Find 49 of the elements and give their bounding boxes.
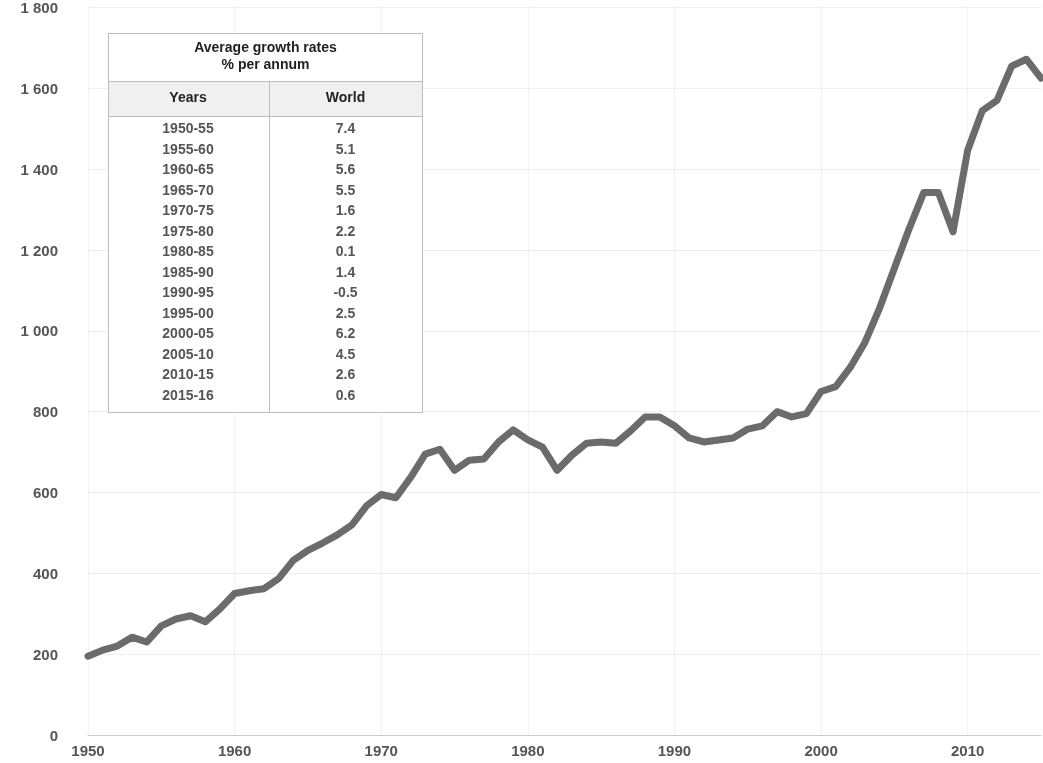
y-tick-label: 400: [32, 564, 58, 582]
annotation: 1985-90: [162, 263, 214, 280]
annotation: 2000-05: [162, 325, 214, 341]
annotation: 2.5: [335, 304, 356, 321]
x-tick-label: 1960: [217, 742, 252, 759]
annotation: 2005-10: [162, 345, 214, 362]
annotation: 1965-70: [162, 181, 214, 198]
annotation: 1950-55: [162, 120, 214, 136]
annotation: 1955-60: [162, 140, 214, 157]
y-tick-label: 200: [32, 645, 58, 663]
y-tick-label: 1 000: [20, 322, 58, 340]
x-tick-label: 1990: [657, 742, 692, 759]
annotation: 1995-00: [162, 304, 214, 321]
annotation: 1960-65: [162, 161, 214, 177]
x-tick-label: 1950: [71, 742, 105, 759]
annotation: 5.1: [335, 140, 356, 157]
x-tick-label: 1970: [364, 742, 398, 759]
y-tick-label: 0: [49, 726, 58, 744]
annotation: Average growth rates: [194, 39, 337, 55]
annotation: % per annum: [221, 56, 310, 72]
y-tick-label: 800: [32, 403, 58, 421]
y-tick-label: 1 400: [20, 160, 58, 178]
annotation: 2.6: [335, 366, 356, 382]
annotation: 1.4: [335, 263, 356, 280]
annotation: 1970-75: [162, 202, 214, 218]
y-tick-label: 1 200: [20, 241, 58, 259]
annotation: 0.6: [335, 386, 356, 403]
annotation: 1980-85: [162, 243, 214, 259]
annotation: 7.4: [335, 120, 356, 136]
annotation: Years: [169, 89, 207, 105]
x-tick-label: 2000: [804, 742, 838, 759]
y-tick-label: 1 600: [20, 79, 58, 97]
annotation: 1975-80: [162, 222, 214, 239]
annotation: 1990-95: [162, 284, 214, 300]
x-tick-label: 1980: [511, 742, 545, 759]
annotation: World: [325, 89, 366, 105]
y-tick-label: 1 800: [20, 0, 58, 16]
y-tick-label: 600: [32, 484, 58, 501]
annotation: 1.6: [335, 202, 356, 218]
annotation: 2010-15: [162, 366, 214, 382]
annotation: 2.2: [335, 222, 356, 239]
annotation: -0.5: [333, 284, 358, 300]
annotation: 2015-16: [162, 386, 214, 403]
annotation: 5.5: [335, 181, 356, 198]
annotation: 0.1: [335, 243, 356, 259]
x-tick-label: 2010: [951, 742, 985, 759]
annotation: 4.5: [335, 345, 356, 362]
annotation: 5.6: [335, 161, 356, 177]
annotation: 6.2: [335, 325, 356, 341]
